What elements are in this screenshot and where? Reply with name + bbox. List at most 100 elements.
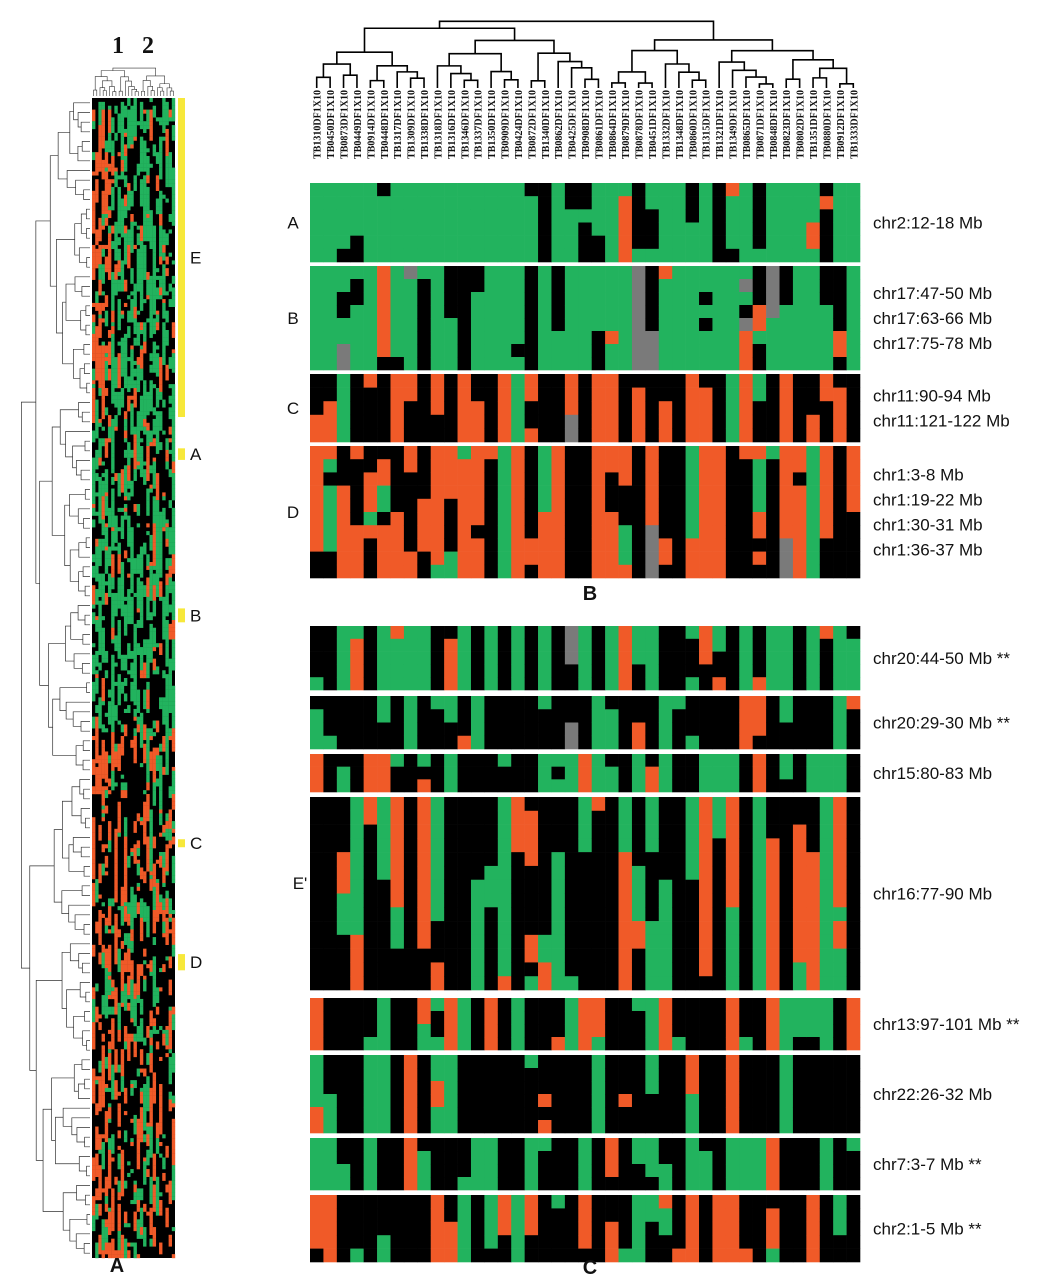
overview-cell bbox=[162, 299, 166, 304]
heatmap-cell bbox=[484, 387, 499, 402]
overview-cell bbox=[149, 314, 153, 319]
overview-cell bbox=[155, 1045, 160, 1050]
heatmap-cell bbox=[323, 414, 338, 429]
overview-cell bbox=[146, 1130, 150, 1135]
heatmap-cell bbox=[833, 305, 847, 319]
overview-cell bbox=[146, 1153, 150, 1158]
overview-cell bbox=[171, 747, 176, 752]
overview-cell bbox=[168, 287, 173, 292]
overview-cell bbox=[152, 422, 157, 427]
overview-cell bbox=[155, 353, 160, 358]
overview-cell bbox=[117, 221, 121, 226]
overview-cell bbox=[101, 391, 105, 396]
heatmap-cell bbox=[658, 292, 673, 306]
overview-cell bbox=[104, 770, 109, 775]
sample-label: TB1349DF1X10 bbox=[729, 90, 740, 159]
overview-cell bbox=[162, 233, 166, 238]
heatmap-cell bbox=[457, 357, 472, 371]
overview-cell bbox=[130, 318, 134, 323]
overview-cell bbox=[143, 418, 147, 423]
overview-cell bbox=[152, 1172, 157, 1177]
overview-cell bbox=[123, 612, 128, 617]
overview-cell bbox=[117, 241, 121, 246]
overview-cell bbox=[136, 322, 141, 327]
overview-cell bbox=[162, 314, 166, 319]
overview-cell bbox=[146, 813, 150, 818]
overview-cell bbox=[104, 998, 109, 1003]
overview-cell bbox=[127, 975, 131, 980]
overview-cell bbox=[114, 639, 118, 644]
overview-cell bbox=[159, 763, 163, 768]
overview-cell bbox=[165, 101, 169, 106]
overview-cell bbox=[127, 527, 131, 532]
heatmap-cell bbox=[578, 183, 593, 197]
overview-cell bbox=[168, 1072, 173, 1077]
overview-cell bbox=[123, 693, 128, 698]
overview-cell bbox=[92, 716, 96, 721]
overview-cell bbox=[159, 809, 163, 814]
overview-cell bbox=[95, 569, 99, 574]
overview-cell bbox=[152, 612, 157, 617]
overview-cell bbox=[117, 1006, 121, 1011]
overview-cell bbox=[162, 770, 166, 775]
overview-cell bbox=[133, 449, 137, 454]
overview-cell bbox=[152, 507, 157, 512]
heatmap-cell bbox=[484, 292, 499, 306]
heatmap-cell bbox=[551, 209, 566, 223]
overview-cell bbox=[171, 732, 176, 737]
overview-cell bbox=[114, 705, 118, 710]
overview-cell bbox=[101, 1049, 105, 1054]
overview-cell bbox=[155, 442, 160, 447]
overview-cell bbox=[155, 747, 160, 752]
overview-cell bbox=[159, 1211, 163, 1216]
overview-cell bbox=[136, 1026, 141, 1031]
overview-cell bbox=[114, 604, 118, 609]
overview-cell bbox=[165, 604, 169, 609]
overview-cell bbox=[139, 1196, 144, 1201]
overview-cell bbox=[139, 449, 144, 454]
overview-cell bbox=[133, 1045, 137, 1050]
overview-cell bbox=[152, 310, 157, 315]
overview-cell bbox=[149, 968, 153, 973]
overview-cell bbox=[171, 438, 176, 443]
overview-cell bbox=[111, 732, 115, 737]
overview-cell bbox=[127, 399, 131, 404]
overview-cell bbox=[159, 171, 163, 176]
overview-cell bbox=[114, 987, 118, 992]
heatmap-cell bbox=[712, 318, 727, 332]
overview-cell bbox=[143, 1207, 147, 1212]
overview-row-branch bbox=[71, 1117, 90, 1136]
overview-cell bbox=[133, 824, 137, 829]
overview-cell bbox=[120, 388, 125, 393]
overview-cell bbox=[107, 956, 112, 961]
overview-cell bbox=[114, 527, 118, 532]
overview-cell bbox=[101, 763, 105, 768]
overview-cell bbox=[123, 933, 128, 938]
overview-cell bbox=[162, 1176, 166, 1181]
overview-row-branch bbox=[85, 817, 90, 829]
overview-cell bbox=[95, 1018, 99, 1023]
overview-cell bbox=[117, 596, 121, 601]
overview-cell bbox=[107, 333, 112, 338]
overview-cell bbox=[136, 264, 141, 269]
overview-cell bbox=[117, 639, 121, 644]
overview-cell bbox=[165, 623, 169, 628]
overview-cell bbox=[117, 581, 121, 586]
overview-cell bbox=[159, 766, 163, 771]
overview-cell bbox=[149, 886, 153, 891]
overview-cell bbox=[92, 991, 96, 996]
overview-cell bbox=[165, 136, 169, 141]
overview-cell bbox=[133, 1041, 137, 1046]
overview-cell bbox=[152, 670, 157, 675]
overview-cell bbox=[133, 654, 137, 659]
overview-cell bbox=[127, 473, 131, 478]
overview-cell bbox=[123, 484, 128, 489]
overview-cell bbox=[120, 217, 125, 222]
overview-cell bbox=[120, 480, 125, 485]
overview-cell bbox=[136, 330, 141, 335]
overview-cell bbox=[111, 1029, 115, 1034]
overview-cell bbox=[95, 461, 99, 466]
overview-cell bbox=[155, 886, 160, 891]
overview-cell bbox=[120, 287, 125, 292]
overview-cell bbox=[92, 461, 96, 466]
